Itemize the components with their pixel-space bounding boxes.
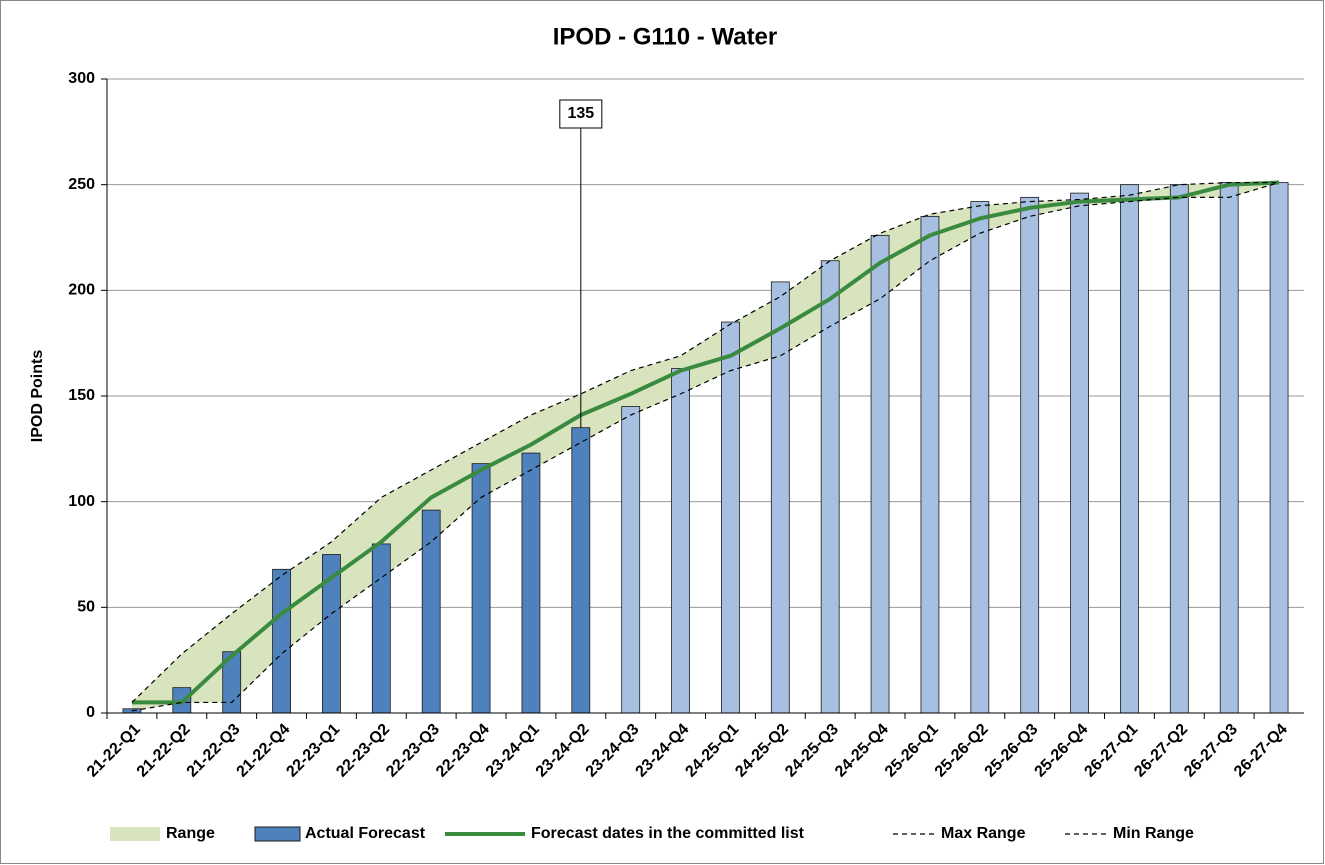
bar	[571, 427, 591, 714]
bar	[1269, 182, 1289, 714]
legend-swatch	[254, 826, 301, 842]
bar	[471, 463, 491, 714]
y-tick-label: 250	[68, 176, 95, 193]
y-tick-label: 200	[68, 282, 95, 299]
legend-swatch	[110, 827, 160, 841]
bar	[970, 201, 990, 714]
bar	[1020, 196, 1040, 714]
bar	[1219, 182, 1239, 714]
y-axis-title: IPOD Points	[29, 350, 46, 443]
legend-label: Actual Forecast	[305, 825, 426, 842]
legend-label: Max Range	[941, 825, 1026, 842]
bar	[521, 452, 541, 714]
bar	[870, 234, 890, 714]
annotation-box	[559, 99, 603, 129]
legend-label: Range	[166, 825, 215, 842]
bar	[621, 406, 641, 714]
range-area	[131, 182, 1280, 711]
legend-label: Forecast dates in the committed list	[531, 825, 805, 842]
bar	[371, 543, 391, 714]
bar	[820, 260, 840, 714]
y-tick-label: 100	[68, 493, 95, 510]
y-tick-label: 50	[77, 599, 95, 616]
bar	[770, 281, 790, 714]
bar	[920, 215, 940, 714]
forecast-line	[131, 180, 1280, 705]
y-tick-label: 300	[68, 70, 95, 87]
bar	[421, 509, 441, 714]
legend-label: Min Range	[1113, 825, 1194, 842]
range-line	[131, 181, 1280, 712]
bar	[272, 568, 291, 714]
bar	[1169, 184, 1189, 714]
y-tick-label: 0	[86, 704, 95, 721]
annotation-label: 135	[567, 105, 594, 122]
chart-title: IPOD - G110 - Water	[553, 23, 778, 50]
range-line	[131, 181, 1280, 703]
bar	[671, 368, 690, 714]
bar	[721, 321, 740, 714]
bar	[1070, 192, 1089, 714]
y-tick-label: 150	[68, 387, 95, 404]
bar	[1120, 184, 1139, 714]
